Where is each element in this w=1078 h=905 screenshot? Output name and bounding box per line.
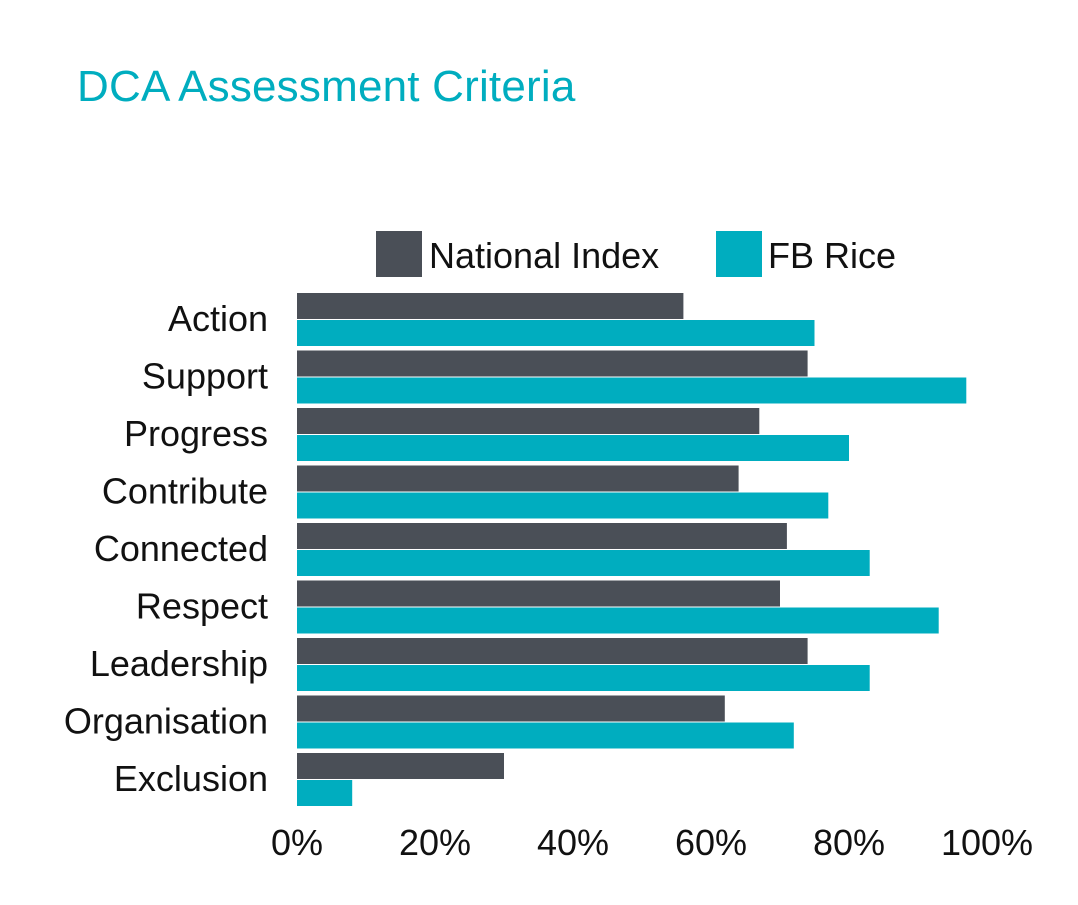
legend-label-1: FB Rice — [768, 235, 896, 276]
x-tick-label: 100% — [941, 822, 1033, 863]
x-tick-label: 40% — [537, 822, 609, 863]
bar-fb-rice — [297, 665, 870, 691]
x-tick-label: 0% — [271, 822, 323, 863]
bar-national-index — [297, 523, 787, 549]
bar-fb-rice — [297, 607, 939, 634]
chart-title: DCA Assessment Criteria — [77, 62, 576, 111]
x-tick-label: 20% — [399, 822, 471, 863]
bar-national-index — [297, 465, 739, 492]
bar-fb-rice — [297, 722, 794, 749]
category-label: Support — [142, 356, 268, 397]
category-label: Organisation — [64, 701, 268, 742]
category-label: Contribute — [102, 471, 268, 512]
bar-fb-rice — [297, 435, 849, 461]
category-label: Progress — [124, 413, 268, 454]
category-label: Leadership — [90, 643, 268, 684]
bar-fb-rice — [297, 377, 967, 404]
legend-swatch-1 — [716, 231, 762, 277]
category-label: Action — [168, 298, 268, 339]
bar-national-index — [297, 638, 808, 664]
bar-national-index — [297, 408, 760, 434]
legend-label-0: National Index — [429, 235, 659, 276]
bar-national-index — [297, 350, 808, 377]
bar-fb-rice — [297, 320, 815, 346]
x-tick-label: 60% — [675, 822, 747, 863]
bar-fb-rice — [297, 780, 353, 806]
category-label: Respect — [136, 586, 268, 627]
category-label: Exclusion — [114, 758, 268, 799]
x-tick-label: 80% — [813, 822, 885, 863]
bar-national-index — [297, 695, 725, 722]
bar-national-index — [297, 753, 504, 779]
bar-national-index — [297, 293, 684, 319]
legend-swatch-0 — [376, 231, 422, 277]
bar-national-index — [297, 580, 780, 607]
category-label: Connected — [94, 528, 268, 569]
bar-fb-rice — [297, 492, 829, 519]
bar-fb-rice — [297, 550, 870, 576]
